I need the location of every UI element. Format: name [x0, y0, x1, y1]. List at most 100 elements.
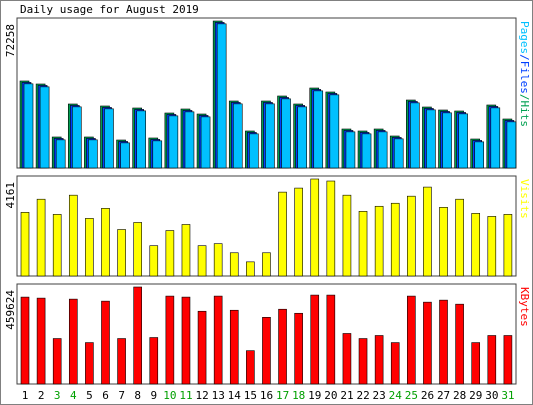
x-tick-label: 17: [276, 389, 289, 402]
bar: [68, 298, 78, 385]
bar: [52, 214, 62, 277]
bar: [136, 110, 146, 169]
x-tick-label: 11: [179, 389, 192, 402]
x-tick-label: 29: [469, 389, 482, 402]
bar: [342, 333, 352, 385]
bar: [326, 294, 336, 385]
bar: [471, 213, 481, 277]
x-tick-label: 13: [212, 389, 225, 402]
bar: [455, 303, 464, 385]
x-tick-label: 19: [308, 389, 321, 402]
bar: [471, 342, 481, 385]
x-tick-label: 16: [260, 389, 273, 402]
bar: [294, 187, 303, 277]
legend-entry: Files: [518, 61, 531, 94]
bar: [246, 350, 255, 385]
bar: [361, 133, 372, 169]
bar: [358, 211, 368, 277]
bar: [36, 297, 46, 385]
x-tick-label: 18: [292, 389, 305, 402]
chart-title: Daily usage for August 2019: [20, 3, 199, 16]
legend-entry: Hits: [518, 101, 531, 128]
x-tick-label: 21: [340, 389, 353, 402]
bar: [229, 309, 239, 385]
bar: [278, 308, 287, 385]
bar: [345, 131, 356, 169]
bar: [439, 299, 448, 385]
bar: [213, 243, 223, 277]
bar: [281, 98, 291, 169]
bar: [358, 338, 368, 385]
bar: [229, 252, 239, 277]
x-tick-label: 31: [501, 389, 514, 402]
bar: [503, 335, 513, 385]
bar: [117, 338, 126, 385]
bar: [246, 261, 255, 277]
bar: [181, 224, 191, 277]
bar: [39, 86, 50, 169]
x-tick-label: 7: [118, 389, 125, 402]
x-tick-label: 8: [134, 389, 141, 402]
bar: [133, 222, 142, 277]
legend: Visits: [518, 179, 531, 219]
bar: [200, 116, 211, 169]
y-tick-label: 459624: [4, 290, 17, 330]
bar: [20, 296, 30, 385]
y-tick-label: 4161: [4, 182, 17, 209]
x-tick-label: 14: [228, 389, 242, 402]
x-tick-label: 6: [102, 389, 109, 402]
bar: [149, 245, 159, 277]
bar: [326, 180, 336, 277]
bar: [52, 338, 62, 385]
bar: [101, 208, 110, 277]
bar: [503, 214, 513, 277]
legend: KBytes: [518, 287, 531, 327]
bar: [374, 335, 384, 385]
bar: [85, 342, 94, 385]
bar: [407, 195, 416, 277]
bar: [249, 133, 259, 169]
bar: [294, 312, 303, 385]
bar: [197, 245, 207, 277]
x-tick-label: 3: [54, 389, 61, 402]
bar: [181, 296, 191, 385]
bar: [439, 207, 448, 277]
x-tick-label: 24: [389, 389, 403, 402]
bar: [213, 295, 223, 385]
bar: [262, 317, 271, 385]
bar: [71, 106, 82, 169]
bar: [310, 178, 320, 277]
bar: [310, 294, 320, 385]
bar: [374, 205, 384, 277]
bar: [278, 191, 287, 277]
bar: [426, 109, 436, 169]
bar: [487, 335, 497, 385]
bar: [152, 140, 163, 169]
bar: [393, 138, 404, 169]
bar: [474, 141, 485, 169]
bar: [297, 106, 307, 169]
x-tick-label: 30: [485, 389, 498, 402]
bar: [329, 94, 340, 169]
bar: [377, 131, 388, 169]
bar: [232, 103, 243, 169]
bar: [423, 301, 432, 385]
bar: [262, 252, 271, 277]
bar: [442, 112, 452, 169]
y-tick-label: 72258: [4, 24, 17, 57]
bar: [68, 194, 78, 277]
bar: [490, 107, 501, 169]
bar: [117, 229, 126, 277]
bar: [458, 113, 468, 169]
x-tick-label: 23: [373, 389, 386, 402]
bar: [20, 212, 30, 277]
x-tick-label: 20: [324, 389, 337, 402]
bar: [197, 310, 207, 385]
legend-separator: /: [518, 94, 531, 101]
x-tick-label: 10: [163, 389, 176, 402]
bar: [265, 103, 275, 169]
bar: [487, 216, 497, 277]
bar: [455, 198, 464, 277]
